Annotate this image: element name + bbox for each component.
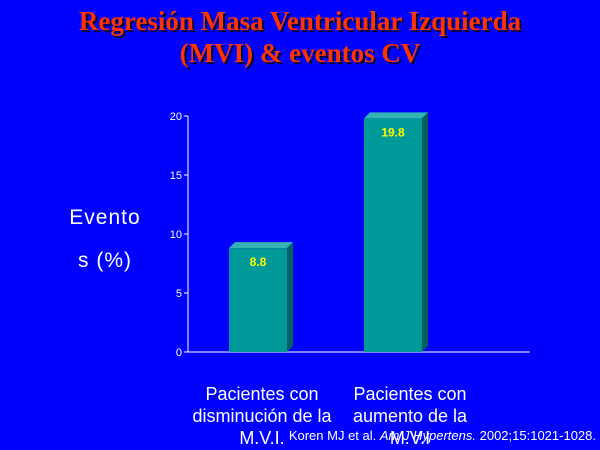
x-category-label-line: M.V.I.: [239, 428, 285, 448]
citation-journal: Am J Hypertens.: [379, 428, 476, 443]
citation-details: 2002;15:1021-1028.: [479, 428, 596, 443]
bar-side-face: [287, 242, 293, 352]
bar-data-label: 8.8: [250, 255, 267, 269]
citation-authors: Koren MJ et al.: [288, 428, 377, 443]
y-tick-label: 15: [170, 170, 182, 182]
y-tick-label: 0: [176, 347, 182, 359]
x-category-label-line: Pacientes con: [205, 384, 319, 404]
bar-top-face: [229, 242, 293, 249]
bar-side-face: [422, 112, 428, 352]
citation: Koren MJ et al. Am J Hypertens. 2002;15:…: [0, 428, 596, 444]
x-category-label: Pacientes con disminución de la M.V.I.: [167, 383, 357, 449]
x-category-label-line: M.V.I: [389, 428, 431, 448]
bar-top-face: [364, 112, 428, 119]
y-tick-label: 10: [170, 229, 182, 241]
x-category-label-line: disminución de la: [192, 406, 332, 426]
chart-title-line-1: Regresión Masa Ventricular Izquierda: [78, 6, 522, 36]
bar-data-label: 19.8: [381, 125, 405, 139]
x-category-label-line: aumento de la: [352, 406, 468, 426]
x-category-label: Pacientes con aumento de la M.V.I: [315, 383, 505, 449]
y-tick-label: 5: [176, 288, 182, 300]
bar: [364, 118, 422, 352]
y-tick-label: 20: [170, 111, 182, 123]
y-axis-label-line-1: Evento: [69, 206, 141, 229]
bar: [229, 248, 287, 352]
x-category-label-line: Pacientes con: [353, 384, 467, 404]
y-axis-label-line-2: s (%): [78, 249, 132, 272]
chart-title-line-2: (MVI) & eventos CV: [179, 38, 421, 68]
